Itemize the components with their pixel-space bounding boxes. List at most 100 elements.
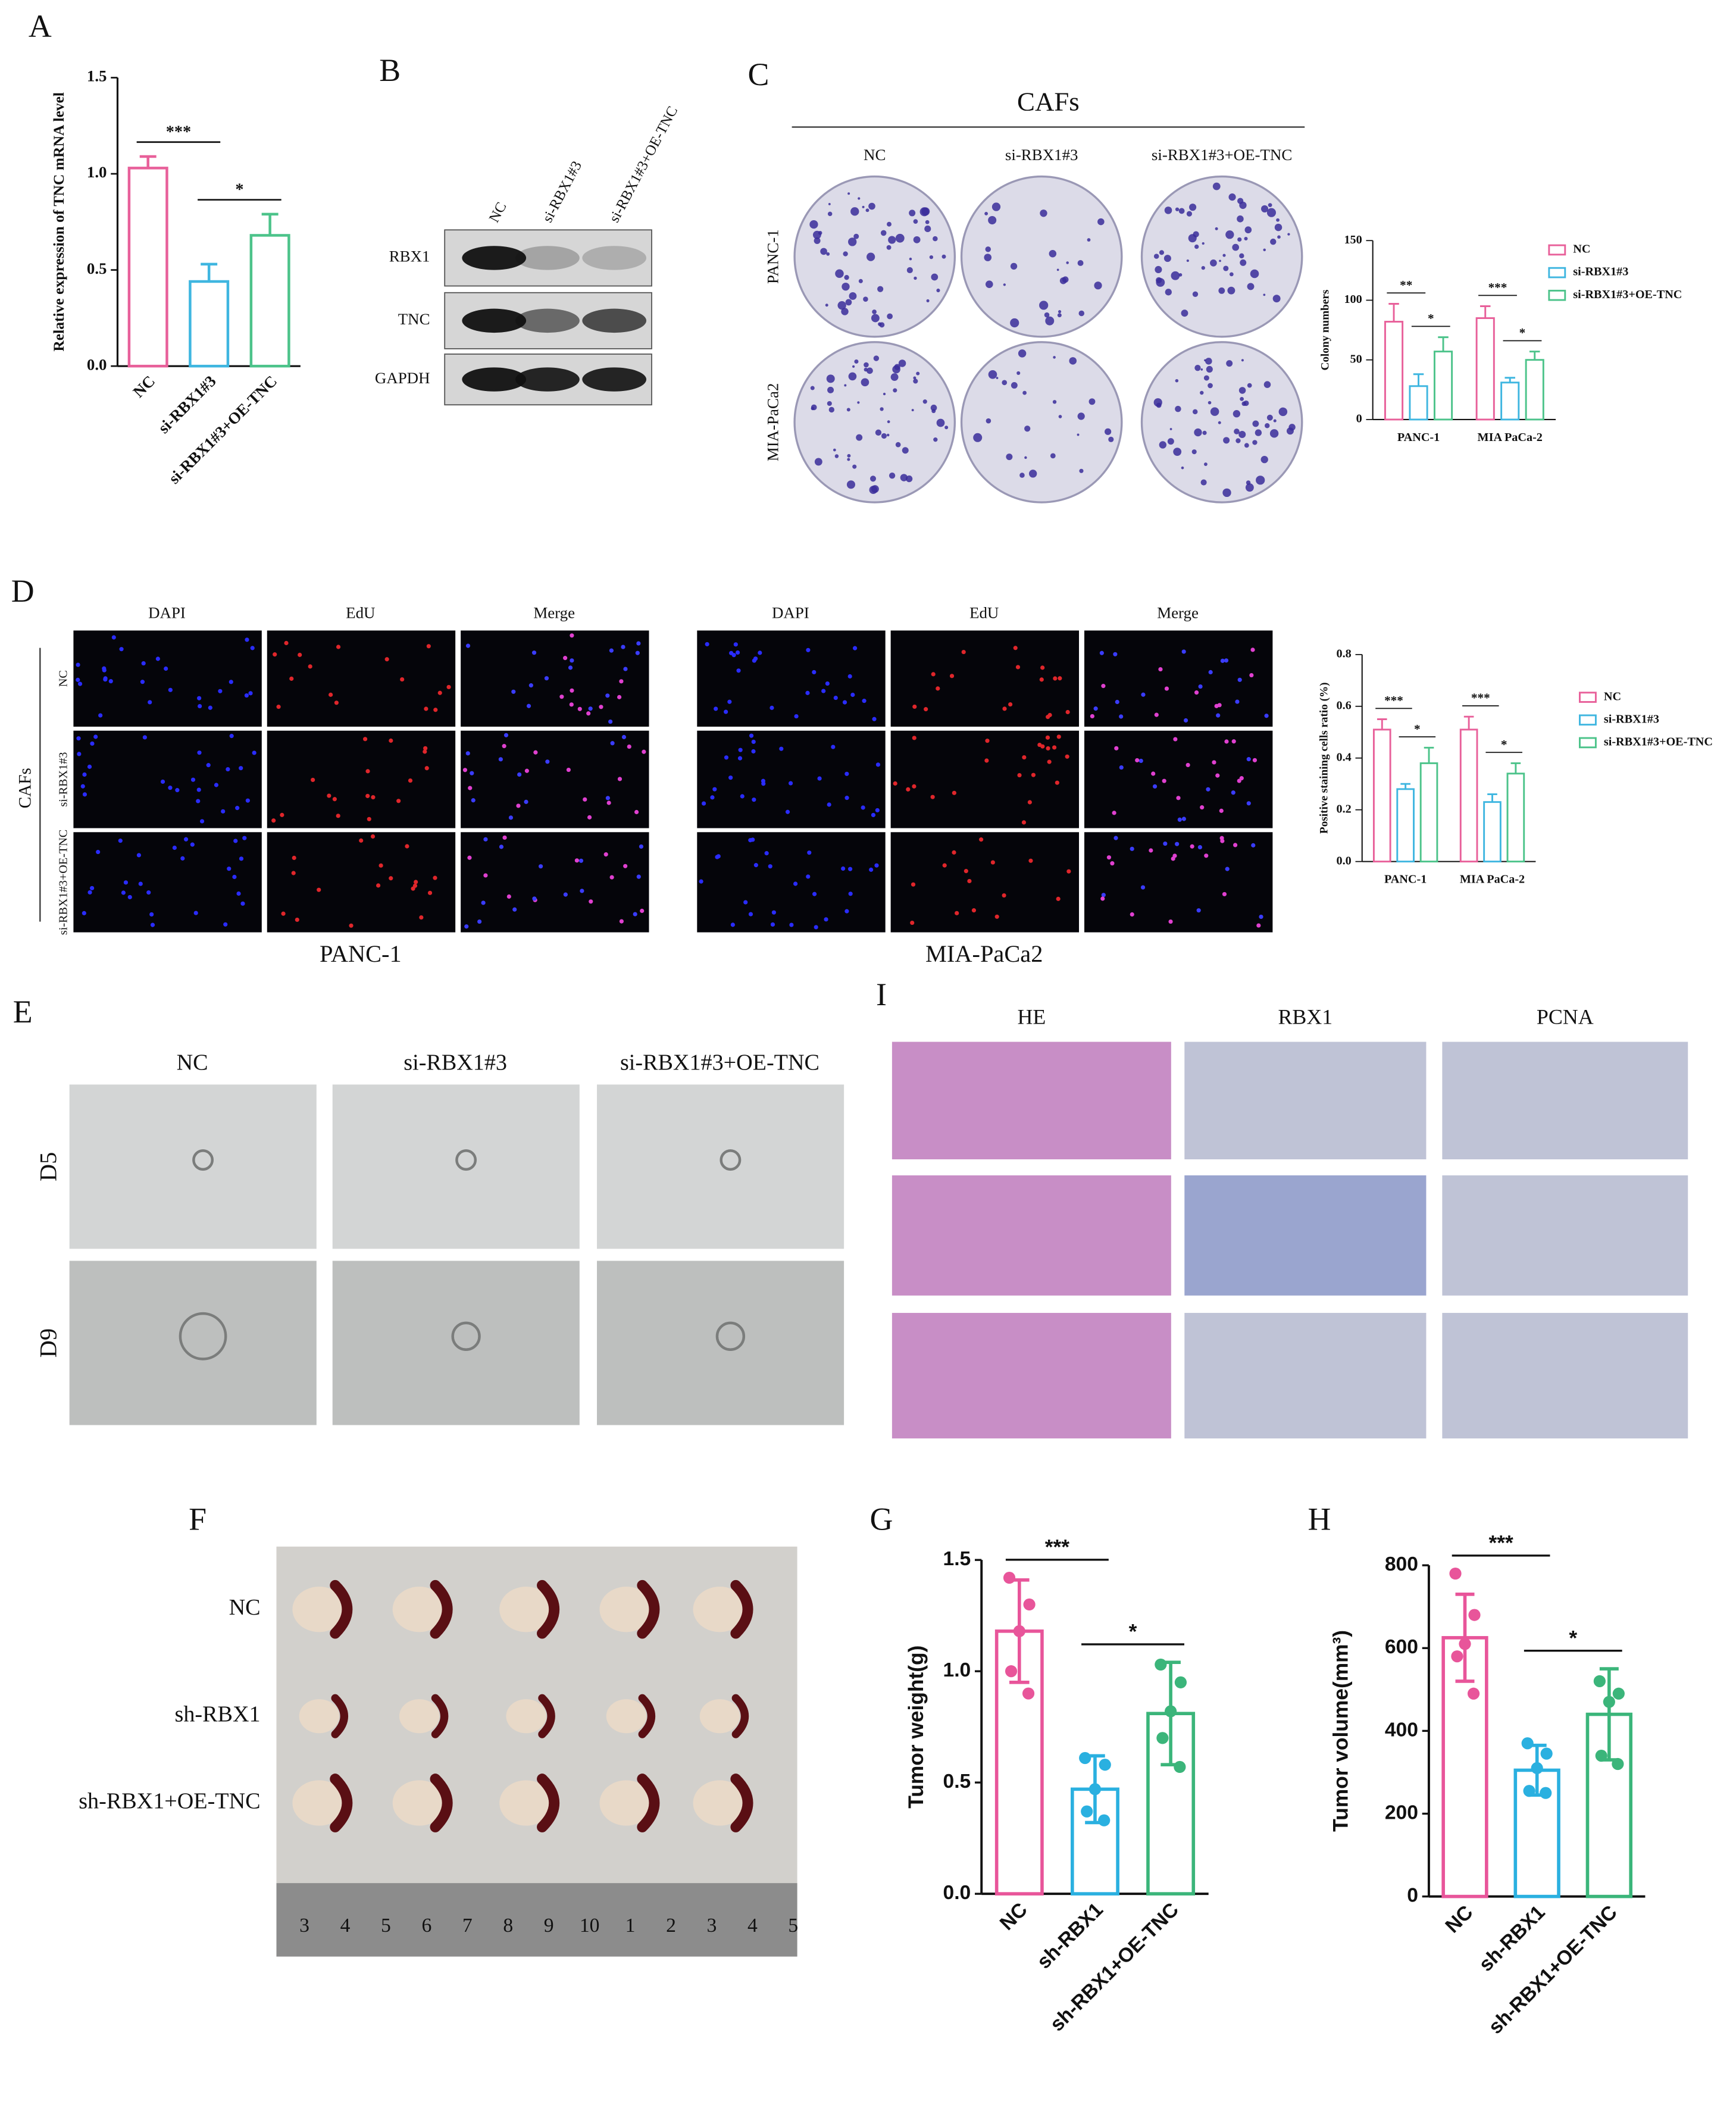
colony <box>925 220 930 224</box>
data-point <box>1540 1787 1552 1799</box>
nucleus <box>603 852 608 857</box>
nucleus <box>1053 676 1058 681</box>
nucleus <box>232 874 237 880</box>
nucleus <box>96 849 101 855</box>
ruler-number: 3 <box>707 1915 717 1937</box>
nucleus <box>577 706 582 711</box>
edu-panel-label: MIA-PaCa2 <box>925 940 1043 967</box>
nucleus <box>1196 908 1201 913</box>
colony <box>854 359 859 364</box>
nucleus <box>740 794 745 799</box>
nucleus <box>761 781 766 786</box>
xenograft-row-label: NC <box>229 1595 261 1620</box>
nucleus <box>1002 706 1007 711</box>
chart: 0 50 100 150 Colony numbers PANC-1 MIA PaCa-2 N… <box>1319 233 1682 444</box>
nucleus <box>610 741 615 746</box>
colony <box>847 458 850 461</box>
nucleus <box>702 801 706 806</box>
colony <box>1200 479 1207 486</box>
legend-swatch <box>1548 244 1566 256</box>
blot-row-label: TNC <box>398 310 430 328</box>
colony <box>898 359 906 367</box>
colony <box>909 209 916 217</box>
nucleus <box>936 686 940 691</box>
nucleus <box>218 689 223 693</box>
colony <box>1159 441 1166 449</box>
tumor <box>599 1780 653 1826</box>
significance-label: * <box>1414 722 1421 736</box>
edu-image <box>1084 832 1273 933</box>
nucleus <box>87 890 92 895</box>
nucleus <box>770 705 774 710</box>
bar <box>1384 321 1404 421</box>
edu-column-label: DAPI <box>148 604 186 622</box>
colony <box>1244 226 1252 234</box>
colony <box>1062 276 1069 283</box>
colony <box>996 377 999 380</box>
colony <box>919 207 929 217</box>
nucleus <box>1259 914 1263 919</box>
colony <box>1243 400 1249 406</box>
nucleus <box>327 793 331 798</box>
error-bar <box>1529 351 1540 360</box>
nucleus <box>912 704 917 709</box>
data-point <box>1521 1737 1534 1750</box>
nucleus <box>952 850 956 855</box>
nucleus <box>87 764 92 769</box>
colony <box>933 437 938 442</box>
nucleus <box>123 880 129 885</box>
ruler-number: 6 <box>421 1915 431 1937</box>
colony <box>1227 286 1235 295</box>
ruler-number: 1 <box>625 1915 636 1937</box>
colony <box>1250 269 1259 279</box>
nucleus <box>400 677 405 682</box>
nucleus <box>308 664 312 669</box>
nucleus <box>244 693 249 698</box>
colony <box>1238 430 1246 439</box>
nucleus <box>427 890 433 895</box>
colony <box>833 448 836 452</box>
nucleus <box>1219 808 1224 813</box>
nucleus <box>1212 760 1216 765</box>
nucleus <box>1047 759 1052 764</box>
nucleus <box>737 756 743 761</box>
nucleus <box>779 746 784 751</box>
nucleus <box>871 812 876 818</box>
nucleus <box>370 834 376 839</box>
colony <box>1238 387 1246 394</box>
colony <box>1087 238 1091 242</box>
nucleus <box>949 674 955 678</box>
nucleus <box>1093 706 1098 711</box>
bar <box>1433 351 1453 421</box>
y-tick-label: 200 <box>1385 1801 1418 1824</box>
nucleus <box>893 781 897 786</box>
nucleus <box>961 649 966 655</box>
ruler-number: 8 <box>503 1915 513 1937</box>
nucleus <box>90 741 95 746</box>
colony <box>886 433 890 437</box>
nucleus <box>806 874 811 879</box>
edu-image <box>461 832 649 933</box>
colony <box>1247 383 1252 388</box>
nucleus <box>499 844 504 849</box>
colony-column-label: NC <box>864 146 886 164</box>
data-point <box>1531 1762 1543 1775</box>
blot-band <box>515 367 580 392</box>
colony <box>1192 409 1198 415</box>
colony <box>916 371 920 376</box>
nucleus <box>208 705 212 710</box>
nucleus <box>609 648 614 653</box>
nucleus <box>1119 714 1124 719</box>
spleen <box>331 1694 348 1738</box>
colony <box>863 296 868 302</box>
colony <box>1277 235 1281 239</box>
nucleus <box>636 874 641 879</box>
colony <box>1239 253 1244 259</box>
nucleus <box>206 763 211 768</box>
nucleus <box>1231 790 1235 795</box>
colony <box>931 273 939 281</box>
colony <box>861 378 869 387</box>
colony <box>1156 277 1162 283</box>
nucleus <box>1065 754 1069 759</box>
nucleus <box>1113 652 1118 656</box>
